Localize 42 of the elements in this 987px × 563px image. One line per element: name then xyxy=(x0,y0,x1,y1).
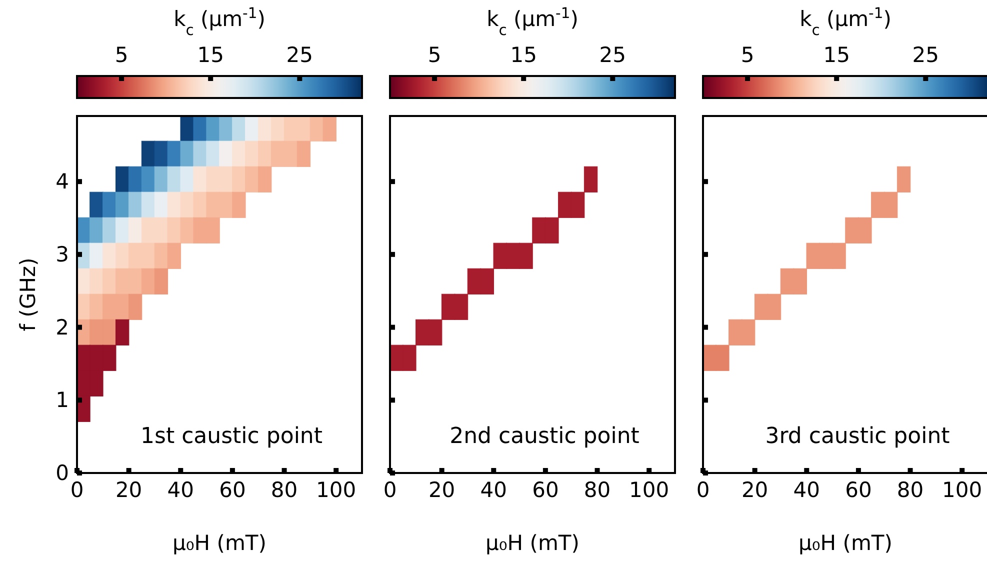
x-tick-label: 60 xyxy=(219,478,246,502)
color-bar-label: 5 xyxy=(428,43,442,67)
color-bar-label: 15 xyxy=(510,43,537,67)
x-tick-label: 40 xyxy=(480,478,508,502)
x-tick-label: 20 xyxy=(428,478,456,502)
x-tick-label: 20 xyxy=(115,478,142,502)
color-bar-label: 25 xyxy=(912,43,940,67)
x-tick-label: 80 xyxy=(270,478,298,502)
x-axis-title: μ₀H (mT) xyxy=(172,531,266,555)
y-tick-label: 1 xyxy=(56,388,69,412)
x-tick-label: 80 xyxy=(896,478,924,502)
y-tick-label: 0 xyxy=(56,461,69,485)
color-bar-label: 25 xyxy=(599,43,626,67)
x-axis-title: μ₀H (mT) xyxy=(798,531,892,555)
annotation: 2nd caustic point xyxy=(450,424,640,449)
annotation: 3rd caustic point xyxy=(765,424,950,449)
color-bar-label: 5 xyxy=(114,43,128,67)
color-bar-label: 25 xyxy=(286,43,314,67)
x-tick-label: 20 xyxy=(741,478,768,502)
x-tick-label: 40 xyxy=(167,478,194,502)
color-bar-title: k$_{c}$ (μm$^{-1}$) xyxy=(800,4,892,38)
x-tick-label: 0 xyxy=(696,478,710,502)
annotation: 1st caustic point xyxy=(140,424,323,449)
y-axis-title: f (GHz) xyxy=(16,258,40,332)
x-tick-label: 100 xyxy=(942,478,982,502)
x-tick-label: 0 xyxy=(383,478,397,502)
x-tick-label: 100 xyxy=(629,478,670,502)
x-tick-label: 60 xyxy=(532,478,559,502)
x-tick-label: 0 xyxy=(70,478,84,502)
x-tick-label: 100 xyxy=(316,478,356,502)
color-bar-label: 5 xyxy=(740,43,754,67)
y-tick-label: 3 xyxy=(56,242,69,266)
x-axis-title: μ₀H (mT) xyxy=(486,531,580,555)
x-tick-label: 60 xyxy=(845,478,872,502)
color-bar-title: k$_{c}$ (μm$^{-1}$) xyxy=(486,4,578,38)
y-tick-label: 4 xyxy=(56,170,69,194)
color-bar-label: 15 xyxy=(197,43,224,67)
color-bar-title: k$_{c}$ (μm$^{-1}$) xyxy=(174,4,266,38)
color-bar-label: 15 xyxy=(823,43,850,67)
x-tick-label: 40 xyxy=(793,478,820,502)
y-tick-label: 2 xyxy=(56,315,69,340)
x-tick-label: 80 xyxy=(584,478,611,502)
